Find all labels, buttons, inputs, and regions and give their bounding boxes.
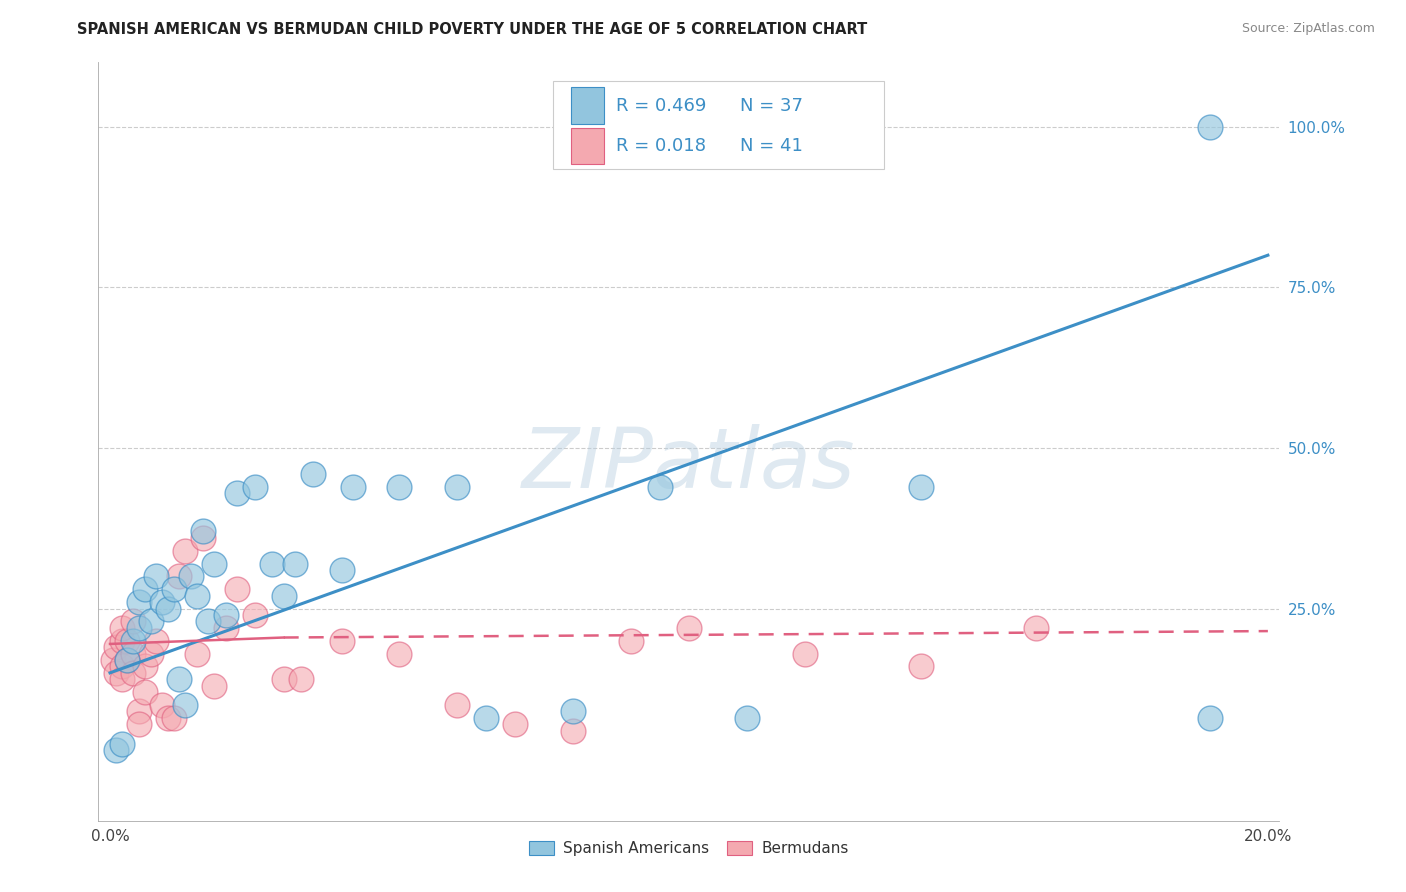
Point: [215, 607, 238, 622]
Point: [128, 595, 150, 609]
Point: [134, 685, 156, 699]
Point: [117, 653, 139, 667]
Point: [122, 615, 145, 629]
Point: [139, 647, 162, 661]
Point: [117, 653, 139, 667]
Point: [243, 479, 266, 493]
Point: [191, 524, 214, 539]
Point: [117, 633, 139, 648]
Point: [301, 467, 323, 481]
Point: [156, 711, 179, 725]
Point: [793, 647, 815, 661]
Point: [169, 569, 191, 583]
Point: [104, 640, 127, 655]
Point: [145, 633, 167, 648]
Point: [910, 479, 932, 493]
Point: [262, 557, 284, 571]
FancyBboxPatch shape: [571, 87, 605, 124]
Point: [156, 601, 179, 615]
Text: R = 0.018: R = 0.018: [616, 136, 706, 155]
Point: [202, 557, 225, 571]
Point: [101, 653, 124, 667]
Point: [226, 582, 249, 597]
Point: [122, 665, 145, 680]
Legend: Spanish Americans, Bermudans: Spanish Americans, Bermudans: [523, 835, 855, 863]
Text: R = 0.469: R = 0.469: [616, 96, 706, 115]
Point: [150, 595, 173, 609]
Point: [243, 607, 266, 622]
Point: [388, 647, 411, 661]
Point: [134, 659, 156, 673]
Point: [735, 711, 758, 725]
Point: [104, 665, 127, 680]
Point: [174, 698, 197, 712]
Point: [562, 723, 585, 738]
Point: [110, 621, 132, 635]
Point: [186, 647, 208, 661]
Point: [620, 633, 643, 648]
Point: [503, 717, 526, 731]
Point: [150, 698, 173, 712]
Point: [910, 659, 932, 673]
Point: [475, 711, 498, 725]
Point: [180, 569, 202, 583]
Point: [122, 633, 145, 648]
FancyBboxPatch shape: [553, 81, 884, 169]
Point: [163, 582, 186, 597]
Point: [330, 563, 353, 577]
Point: [388, 479, 411, 493]
Text: Source: ZipAtlas.com: Source: ZipAtlas.com: [1241, 22, 1375, 36]
Point: [446, 479, 468, 493]
Point: [134, 582, 156, 597]
Point: [284, 557, 307, 571]
Point: [122, 647, 145, 661]
Point: [174, 543, 197, 558]
Point: [330, 633, 353, 648]
Point: [110, 737, 132, 751]
Point: [215, 621, 238, 635]
Point: [290, 673, 312, 687]
Text: ZIPatlas: ZIPatlas: [522, 424, 856, 505]
Point: [110, 633, 132, 648]
Point: [648, 479, 671, 493]
Point: [562, 705, 585, 719]
Point: [128, 717, 150, 731]
FancyBboxPatch shape: [571, 128, 605, 164]
Point: [202, 679, 225, 693]
Point: [1199, 711, 1222, 725]
Point: [1025, 621, 1047, 635]
Point: [145, 569, 167, 583]
Point: [110, 659, 132, 673]
Point: [110, 673, 132, 687]
Point: [169, 673, 191, 687]
Text: N = 41: N = 41: [740, 136, 803, 155]
Point: [104, 743, 127, 757]
Point: [273, 589, 295, 603]
Point: [139, 615, 162, 629]
Point: [163, 711, 186, 725]
Point: [128, 621, 150, 635]
Point: [191, 531, 214, 545]
Point: [197, 615, 219, 629]
Point: [273, 673, 295, 687]
Point: [128, 705, 150, 719]
Point: [446, 698, 468, 712]
Point: [342, 479, 364, 493]
Text: N = 37: N = 37: [740, 96, 803, 115]
Point: [226, 486, 249, 500]
Point: [1199, 120, 1222, 134]
Point: [678, 621, 700, 635]
Text: SPANISH AMERICAN VS BERMUDAN CHILD POVERTY UNDER THE AGE OF 5 CORRELATION CHART: SPANISH AMERICAN VS BERMUDAN CHILD POVER…: [77, 22, 868, 37]
Point: [186, 589, 208, 603]
